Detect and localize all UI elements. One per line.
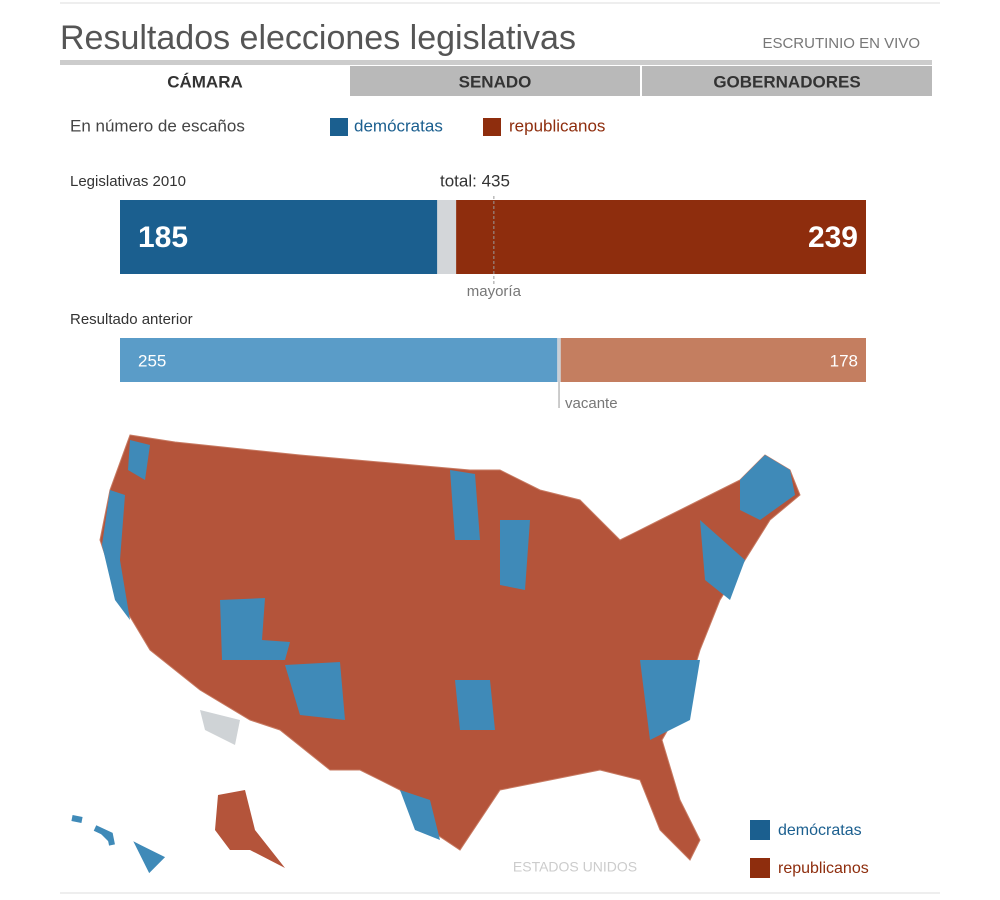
value-label: 178 [830,351,858,370]
tab-label[interactable]: GOBERNADORES [713,72,860,91]
tab[interactable] [350,66,640,96]
legend-caption: En número de escaños [70,116,245,135]
value-label: 185 [138,221,188,254]
majority-label: mayoría [467,283,522,300]
map-label: ESTADOS UNIDOS [513,859,637,875]
tab-bar [60,60,932,65]
bar-segment [557,338,561,382]
tab-label[interactable]: SENADO [459,72,532,91]
bar-segment [560,338,866,382]
total-label: total: 435 [440,171,510,190]
value-label: 239 [808,221,858,254]
map-legend-swatch [750,858,770,878]
map-legend-swatch [750,820,770,840]
legend-label: demócratas [354,116,443,135]
status: ESCRUTINIO EN VIVO [762,35,920,52]
map-dem-areas [102,440,795,840]
map: ESTADOS UNIDOS demócratas republicanos [71,434,869,878]
legend-swatch [330,118,348,136]
bar-segment [120,200,438,274]
map-us [99,434,801,861]
legend-label: republicanos [509,116,605,135]
tab[interactable] [642,66,932,96]
segment-label: vacante [565,395,618,412]
map-hawaii [71,815,166,874]
chart-title: Legislativas 2010 [70,173,186,190]
map-alaska [215,790,285,868]
bar-segment [120,338,558,382]
value-label: 255 [138,351,166,370]
chart-title: Resultado anterior [70,311,193,328]
bar-segment [456,200,866,274]
map-legend-label: demócratas [778,822,862,839]
title: Resultados elecciones legislativas [60,19,576,57]
bar-segment [437,200,457,274]
legend-swatch [483,118,501,136]
tab-active[interactable] [60,62,350,96]
map-undecided [200,710,240,745]
map-legend-label: republicanos [778,860,869,877]
tab-label[interactable]: CÁMARA [167,72,243,91]
